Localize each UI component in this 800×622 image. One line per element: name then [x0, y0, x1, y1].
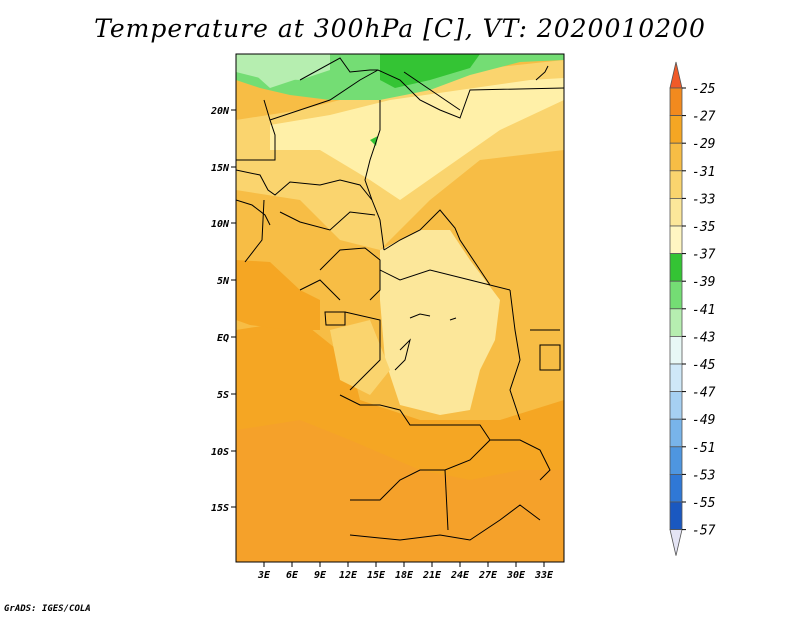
lon-label: 3E: [257, 570, 271, 581]
country-borders: [236, 57, 564, 541]
colorbar-label: -35: [692, 220, 716, 235]
colorbar-bin: [669, 115, 683, 144]
lat-label: 15N: [211, 163, 230, 174]
lat-label: 10N: [211, 219, 230, 230]
temperature-field: [236, 54, 564, 562]
colorbar-label: -37: [692, 248, 716, 263]
lat-label: 5N: [217, 276, 230, 287]
colorbar-bin: [669, 253, 683, 282]
colorbar-label: -49: [692, 413, 715, 428]
colorbar-label: -39: [692, 275, 715, 290]
colorbar-bin: [669, 418, 683, 448]
lat-label: 10S: [211, 447, 229, 458]
colorbar-bin: [669, 391, 683, 420]
colorbar-bottom-arrow: [669, 529, 683, 556]
chart-title: Temperature at 300hPa [C], VT: 202001020…: [94, 14, 706, 43]
lon-label: 6E: [286, 570, 299, 581]
colorbar-bin: [669, 170, 683, 199]
colorbar-bin: [669, 280, 683, 310]
lat-label: 15S: [211, 503, 229, 514]
lat-label: EQ: [217, 333, 229, 344]
grads-credit: GrADS: IGES/COLA: [4, 604, 91, 614]
lon-label: 27E: [478, 570, 498, 581]
colorbar-label: -53: [692, 468, 715, 483]
map-frame: [235, 53, 565, 563]
colorbar-label: -43: [692, 330, 715, 345]
lon-label: 30E: [506, 570, 526, 581]
colorbar: -25 -27 -29 -31 -33 -35 -37 -39 -41 -43 -45 -47 -49 -…: [669, 61, 716, 556]
colorbar-bin: [669, 363, 683, 393]
lon-label: 33E: [534, 570, 554, 581]
colorbar-bin: [669, 335, 683, 365]
colorbar-bin: [669, 446, 683, 475]
colorbar-label: -55: [692, 496, 716, 511]
colorbar-label: -27: [692, 110, 716, 125]
colorbar-bin: [669, 142, 683, 172]
lon-label: 9E: [314, 570, 327, 581]
lon-label: 24E: [450, 570, 470, 581]
colorbar-label: -57: [692, 524, 716, 539]
lon-label: 15E: [367, 570, 386, 581]
colorbar-label: -51: [692, 441, 715, 456]
lon-label: 21E: [422, 570, 442, 581]
lat-label: 20N: [210, 106, 230, 117]
colorbar-label: -25: [692, 82, 716, 97]
colorbar-label: -41: [692, 303, 715, 318]
colorbar-bin: [669, 87, 683, 117]
colorbar-bin: [669, 473, 683, 503]
colorbar-label: -33: [692, 192, 715, 207]
colorbar-label: -31: [692, 165, 715, 180]
colorbar-top-arrow: [669, 61, 683, 89]
lon-label: 18E: [395, 570, 414, 581]
colorbar-bin: [669, 308, 683, 337]
colorbar-bin: [669, 197, 683, 227]
colorbar-bin: [669, 225, 683, 255]
colorbar-label: -47: [692, 386, 716, 401]
lat-label: 5S: [217, 390, 229, 401]
colorbar-label: -45: [692, 358, 716, 373]
lon-label: 12E: [339, 570, 358, 581]
colorbar-bin: [669, 501, 683, 531]
colorbar-label: -29: [692, 137, 715, 152]
